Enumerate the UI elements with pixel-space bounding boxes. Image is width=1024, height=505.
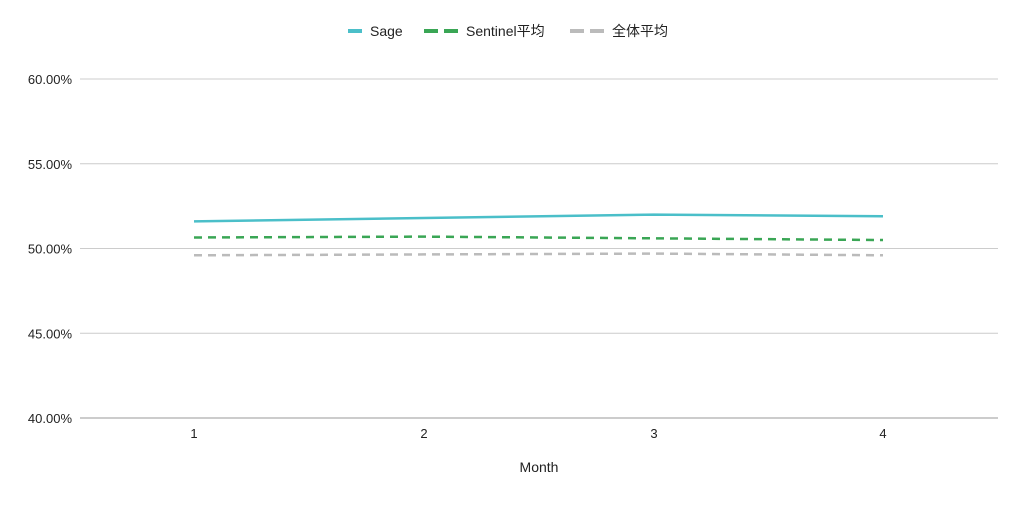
legend-label: Sentinel平均 (466, 23, 545, 39)
x-tick-label: 1 (190, 426, 197, 441)
x-axis-ticks: 1 2 3 4 (190, 426, 886, 441)
y-tick-label: 55.00% (28, 157, 73, 172)
gridlines (80, 78, 998, 419)
x-tick-label: 2 (420, 426, 427, 441)
y-axis-ticks: 60.00% 55.00% 50.00% 45.00% 40.00% (28, 72, 73, 426)
x-tick-label: 3 (650, 426, 657, 441)
series-line-1 (193, 235, 884, 242)
y-tick-label: 45.00% (28, 326, 73, 341)
y-tick-label: 40.00% (28, 411, 73, 426)
series-lines (193, 213, 884, 257)
legend: Sage Sentinel平均 全体平均 (348, 23, 668, 39)
x-axis-label: Month (520, 459, 559, 475)
x-tick-label: 4 (879, 426, 886, 441)
y-tick-label: 60.00% (28, 72, 73, 87)
series-line-0 (193, 213, 884, 223)
y-tick-label: 50.00% (28, 242, 73, 257)
legend-label: 全体平均 (612, 23, 668, 39)
legend-label: Sage (370, 23, 403, 39)
series-line-2 (193, 252, 884, 257)
